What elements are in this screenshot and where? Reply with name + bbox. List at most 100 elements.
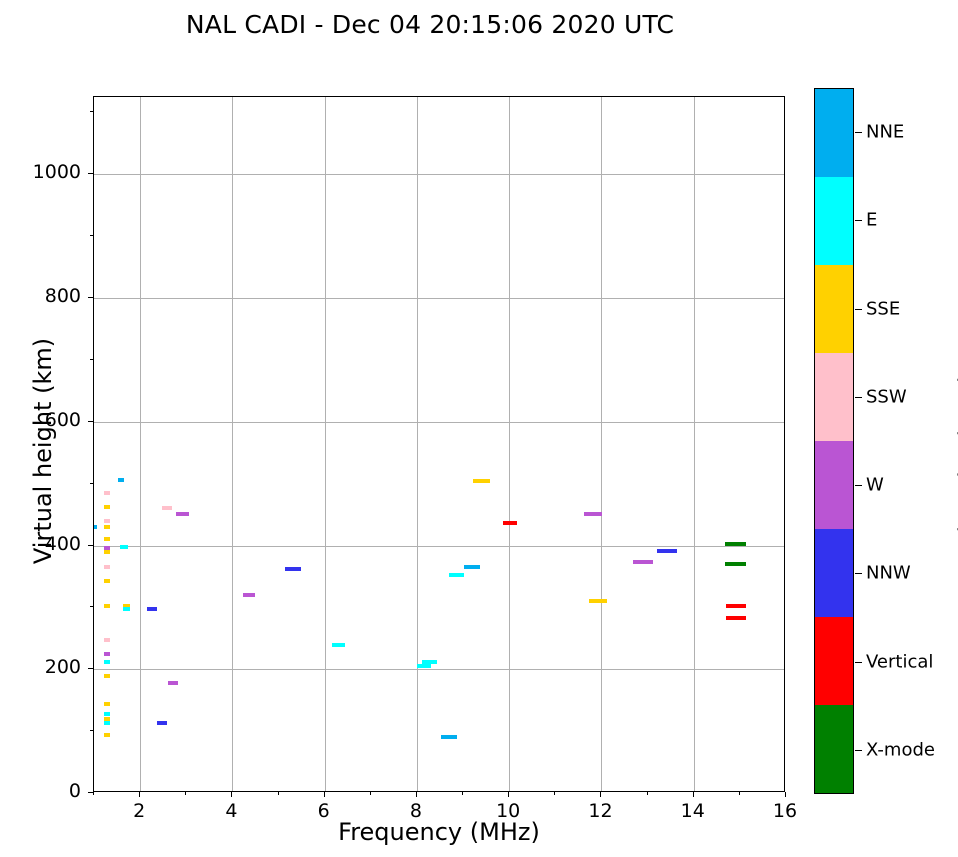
colorbar-segment-nne [815, 89, 853, 177]
x-axis-ticklabel: 14 [680, 800, 705, 822]
echo-trace-w [168, 680, 179, 685]
x-axis-minor-tick [277, 792, 279, 795]
x-axis-ticklabel: 10 [496, 800, 521, 822]
echo-trace-sse [473, 479, 490, 484]
y-axis-minor-tick [90, 482, 93, 484]
echo-trace-w [243, 593, 256, 598]
echo-trace-x-mode [724, 562, 746, 567]
echo-trace-nne [464, 565, 481, 570]
echo-trace-e [104, 659, 110, 664]
colorbar-tick [855, 661, 862, 663]
colorbar-ticklabel-w: W [866, 474, 884, 496]
echo-trace-sse [104, 550, 110, 555]
echo-trace-sse [104, 701, 110, 706]
x-axis-minor-tick [738, 792, 740, 795]
colorbar-segment-e [815, 177, 853, 265]
x-axis-tick [139, 792, 141, 797]
echo-trace-w [632, 560, 654, 565]
colorbar [814, 88, 854, 794]
colorbar-ticklabel-ssw: SSW [866, 386, 907, 408]
plot-area [93, 96, 785, 792]
echo-trace-e [104, 721, 110, 726]
y-axis-label: Virtual height (km) [29, 337, 57, 565]
echo-trace-vertical [726, 615, 747, 620]
y-axis-ticklabel: 800 [44, 285, 81, 308]
gridline-horizontal [94, 669, 784, 671]
echo-trace-e [331, 642, 346, 647]
x-axis-ticklabel: 8 [409, 800, 422, 822]
y-axis-ticklabel: 200 [44, 656, 81, 679]
page-title: NAL CADI - Dec 04 20:15:06 2020 UTC [185, 10, 675, 39]
echo-trace-w [104, 546, 110, 550]
colorbar-label: Azimuth Direction [954, 346, 958, 562]
x-axis-minor-tick [646, 792, 648, 795]
colorbar-ticklabel-nnw: NNW [866, 562, 911, 584]
gridline-vertical [324, 97, 326, 791]
echo-trace-sse [104, 674, 110, 679]
echo-trace-sse [589, 599, 607, 604]
echo-trace-x-mode [724, 541, 746, 546]
gridline-vertical [416, 97, 418, 791]
x-axis-minor-tick [93, 792, 94, 795]
echo-trace-e [120, 544, 128, 549]
y-axis-minor-tick [90, 606, 93, 608]
echo-trace-sse [104, 524, 110, 529]
colorbar-tick [855, 396, 862, 398]
x-axis-minor-tick [554, 792, 556, 795]
y-axis-ticklabel: 600 [44, 408, 81, 431]
echo-trace-e [104, 712, 110, 717]
y-axis-ticklabel: 0 [68, 780, 81, 802]
colorbar-ticklabel-vertical: Vertical [866, 651, 934, 673]
y-axis-tick [88, 420, 93, 422]
x-axis-tick [785, 792, 786, 797]
echo-trace-ssw [104, 490, 110, 495]
y-axis-minor-tick [90, 235, 93, 237]
colorbar-tick [855, 573, 862, 575]
echo-trace-w [175, 511, 190, 516]
gridline-vertical [140, 97, 142, 791]
echo-trace-ssw [161, 506, 172, 511]
x-axis-minor-tick [185, 792, 187, 795]
gridline-horizontal [94, 421, 784, 423]
echo-trace-vertical [726, 604, 747, 609]
colorbar-segment-ssw [815, 353, 853, 441]
colorbar-segment-nnw [815, 529, 853, 617]
gridline-horizontal [94, 174, 784, 176]
echo-trace-nnw [285, 567, 302, 572]
gridline-vertical [232, 97, 234, 791]
x-axis-ticklabel: 2 [133, 800, 146, 822]
y-axis-ticklabel: 1000 [32, 161, 81, 184]
echo-trace-nnw [657, 549, 677, 554]
echo-trace-e [123, 607, 130, 612]
x-axis-tick [600, 792, 602, 797]
echo-trace-e [417, 664, 432, 669]
gridline-vertical [509, 97, 511, 791]
y-axis-tick [88, 668, 93, 670]
gridline-vertical [601, 97, 603, 791]
echo-trace-nne [94, 524, 97, 529]
colorbar-segment-sse [815, 265, 853, 353]
colorbar-ticklabel-sse: SSE [866, 298, 901, 320]
echo-trace-ssw [104, 564, 110, 569]
echo-trace-sse [104, 716, 110, 721]
echo-trace-ssw [104, 518, 110, 523]
echo-trace-nnw [146, 607, 157, 612]
colorbar-ticklabel-nne: NNE [866, 121, 905, 143]
colorbar-segment-vertical [815, 617, 853, 705]
y-axis-minor-tick [90, 111, 93, 113]
colorbar-segment-w [815, 441, 853, 529]
echo-trace-sse [104, 536, 110, 541]
colorbar-ticklabel-e: E [866, 209, 878, 231]
x-axis-tick [323, 792, 325, 797]
gridline-horizontal [94, 545, 784, 547]
x-axis-tick [508, 792, 510, 797]
y-axis-tick [88, 173, 93, 175]
y-axis-tick [88, 297, 93, 299]
gridline-horizontal [94, 298, 784, 300]
echo-trace-sse [104, 604, 110, 609]
x-axis-tick [692, 792, 694, 797]
echo-trace-nnw [157, 721, 168, 726]
colorbar-segment-x-mode [815, 705, 853, 793]
colorbar-tick [855, 220, 862, 222]
echo-trace-sse [104, 733, 110, 738]
